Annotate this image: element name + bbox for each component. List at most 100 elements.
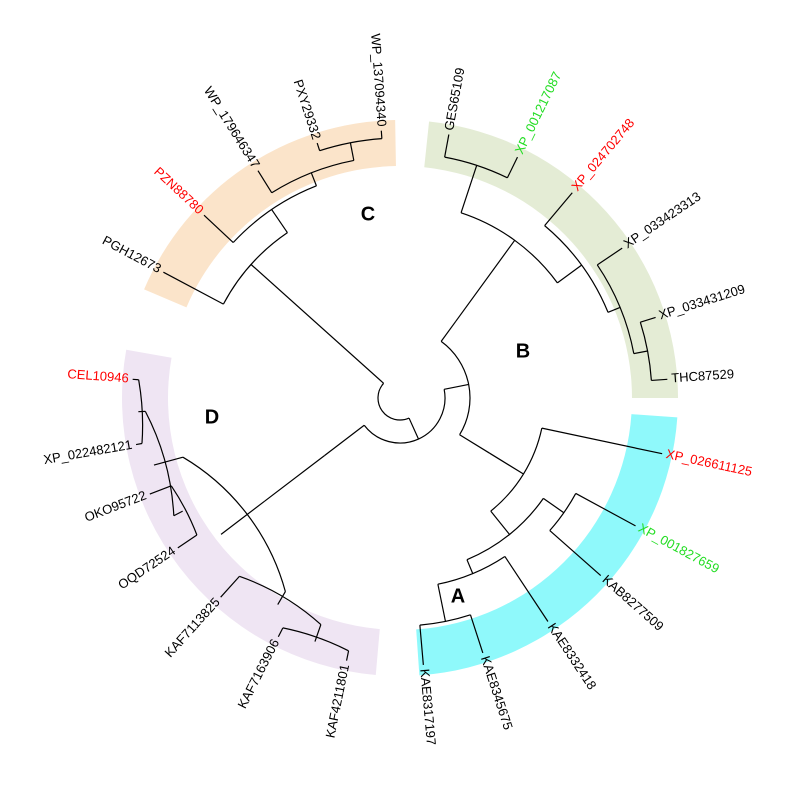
branch (310, 172, 317, 187)
branch-arc (444, 156, 508, 179)
branch (177, 534, 198, 549)
branch-arc (490, 428, 543, 512)
branch (440, 320, 457, 342)
branch-arc (544, 225, 609, 313)
leaf-label: OKO95722 (82, 487, 148, 524)
branch (504, 556, 549, 622)
leaf-label: PXY29332 (291, 78, 324, 142)
branch (444, 383, 469, 390)
clade-band (416, 414, 678, 676)
branch (490, 510, 511, 535)
branch (466, 559, 474, 574)
branch (543, 497, 565, 514)
branch (437, 584, 447, 622)
branch-arc (466, 498, 544, 561)
leaf-label: CEL10946 (67, 366, 129, 385)
branch (257, 170, 273, 194)
clade-label: D (205, 406, 219, 428)
branch (575, 492, 636, 527)
leaf-label: KAF7163906 (234, 636, 282, 710)
branch (316, 142, 321, 151)
leaf-label: PGH12673 (100, 233, 164, 276)
leaf-label: KAF7113825 (161, 594, 222, 660)
leaf-label: WP_137094340 (368, 33, 389, 127)
branch-arc (222, 232, 288, 305)
branch (640, 316, 656, 323)
clade-label: A (451, 585, 465, 607)
leaf-label: XP_033423313 (621, 189, 704, 252)
branch (220, 500, 266, 535)
branch (264, 455, 325, 502)
leaf-label: KAE8345675 (478, 654, 516, 732)
leaf-label: GES65109 (441, 66, 467, 131)
branch-arc (271, 159, 354, 194)
branch (607, 306, 621, 313)
branch (557, 264, 582, 284)
branch-arc (460, 212, 558, 284)
branch (250, 264, 385, 384)
branch (633, 350, 648, 355)
clade-label: B (516, 340, 530, 362)
branch (408, 417, 420, 440)
branch (324, 424, 365, 457)
branch-arc (319, 138, 382, 152)
clade-bands (122, 120, 678, 676)
branch-arc (639, 322, 652, 381)
branch (163, 271, 224, 305)
leaf-label: KAF4211801 (322, 663, 352, 739)
branch-arc (239, 575, 322, 626)
branch (489, 452, 524, 475)
leaf-label: XP_001217087 (512, 69, 565, 156)
branch-arc (232, 185, 317, 243)
clade-label: C (361, 203, 375, 225)
branch (455, 239, 516, 322)
branch (271, 209, 288, 234)
branch (459, 434, 490, 454)
branch-arc (144, 411, 175, 516)
leaf-label: KAB8277509 (599, 572, 666, 634)
leaf-label: XP_001827659 (636, 520, 722, 576)
branch (444, 134, 450, 158)
branch (419, 625, 424, 666)
branch-arc (282, 627, 349, 652)
branch (541, 427, 663, 455)
branch-arc (170, 485, 198, 536)
leaf-label: KAE8332418 (545, 620, 600, 692)
branch-arc (363, 389, 446, 444)
branch (149, 485, 172, 495)
branch (380, 130, 383, 139)
branch (173, 510, 183, 517)
branch-arc (437, 555, 506, 585)
leaf-label: KAE8317197 (417, 668, 439, 746)
leaf-label: THC87529 (671, 366, 735, 385)
branch (345, 650, 350, 661)
branch (349, 142, 355, 161)
tree-branches (132, 130, 668, 666)
branch (506, 156, 519, 179)
leaf-label: PZN88780 (151, 164, 207, 217)
leaf-label: XP_022482121 (42, 437, 133, 467)
branch (596, 247, 623, 266)
branch-arc (440, 340, 471, 436)
branch (544, 192, 573, 227)
branch (314, 624, 322, 642)
leaf-label: OQD72524 (115, 543, 178, 592)
branch-arc (549, 493, 577, 531)
branch (135, 442, 143, 446)
clade-band (424, 121, 678, 398)
branch-arc (596, 264, 635, 354)
leaf-label: XP_026611125 (665, 446, 754, 479)
branch (220, 575, 240, 598)
branch (549, 530, 602, 577)
leaf-label: XP_033431209 (657, 281, 747, 322)
branch (277, 627, 284, 638)
branch (153, 456, 184, 466)
branch (277, 591, 286, 605)
leaf-label: WP_179646347 (201, 84, 263, 171)
clade-band (144, 120, 396, 308)
branch-arc (419, 614, 471, 626)
branch-arc (182, 456, 286, 592)
branch (460, 165, 478, 213)
